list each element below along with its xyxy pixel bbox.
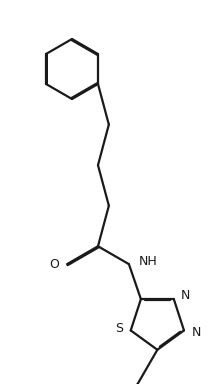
Text: O: O [49, 258, 59, 271]
Text: NH: NH [139, 255, 158, 268]
Text: S: S [115, 322, 123, 335]
Text: N: N [181, 289, 191, 301]
Text: N: N [191, 326, 201, 339]
